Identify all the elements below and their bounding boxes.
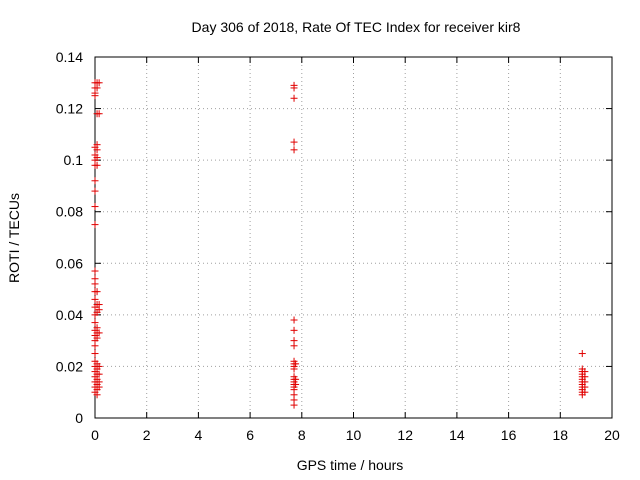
data-point (91, 267, 99, 275)
data-point (91, 187, 99, 195)
y-tick-label: 0 (75, 410, 83, 426)
x-tick-label: 0 (91, 427, 99, 443)
y-axis-label: ROTI / TECUs (6, 193, 22, 283)
y-tick-label: 0.14 (56, 49, 83, 65)
axis-ticks (94, 56, 613, 419)
y-tick-label: 0.06 (56, 255, 83, 271)
y-tick-label: 0.04 (56, 307, 83, 323)
data-point (290, 326, 298, 334)
data-point (91, 92, 99, 100)
data-point (581, 388, 589, 396)
x-tick-label: 6 (246, 427, 254, 443)
data-point (93, 161, 101, 169)
x-tick-label: 16 (501, 427, 517, 443)
data-point (95, 79, 103, 87)
data-point (93, 288, 101, 296)
x-tick-label: 14 (449, 427, 465, 443)
x-axis-label: GPS time / hours (297, 457, 404, 473)
data-point (95, 110, 103, 118)
data-point (578, 350, 586, 358)
data-point (95, 306, 103, 314)
data-point (93, 146, 101, 154)
data-point (91, 350, 99, 358)
grid-lines (95, 57, 612, 418)
data-point (290, 146, 298, 154)
data-point (95, 370, 103, 378)
x-tick-label: 10 (346, 427, 362, 443)
data-point (290, 84, 298, 92)
data-point (91, 177, 99, 185)
data-point (93, 391, 101, 399)
data-point (292, 360, 300, 368)
y-tick-label: 0.08 (56, 204, 83, 220)
data-point (290, 401, 298, 409)
data-point (290, 138, 298, 146)
data-point (93, 334, 101, 342)
data-point (95, 329, 103, 337)
data-point (290, 94, 298, 102)
tick-labels: 0 2 4 6 8 10 12 14 16 18 20 0 0.02 0.04 0.06 0.08 0.1 0.1… (56, 49, 620, 443)
data-point (91, 221, 99, 229)
chart-title: Day 306 of 2018, Rate Of TEC Index for r… (192, 19, 521, 35)
data-point (91, 203, 99, 211)
data-point (290, 365, 298, 373)
data-point (290, 342, 298, 350)
data-point (91, 295, 99, 303)
data-point (95, 362, 103, 370)
data-point (292, 380, 300, 388)
y-tick-label: 0.12 (56, 101, 83, 117)
data-point (93, 84, 101, 92)
data-point (290, 316, 298, 324)
x-tick-label: 2 (143, 427, 151, 443)
x-tick-label: 20 (604, 427, 620, 443)
y-tick-label: 0.02 (56, 358, 83, 374)
data-point (91, 342, 99, 350)
data-point (91, 280, 99, 288)
x-tick-label: 12 (397, 427, 413, 443)
x-tick-label: 18 (553, 427, 569, 443)
data-points (91, 79, 589, 409)
data-point (93, 154, 101, 162)
x-tick-label: 8 (298, 427, 306, 443)
data-point (95, 383, 103, 391)
data-point (91, 319, 99, 327)
x-tick-label: 4 (195, 427, 203, 443)
y-tick-label: 0.1 (64, 152, 84, 168)
